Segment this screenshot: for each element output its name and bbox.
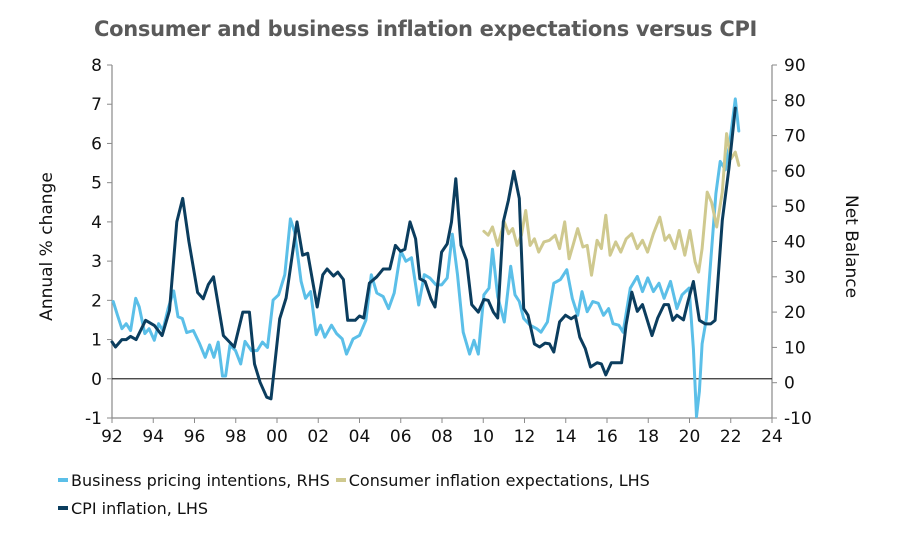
legend-swatch-cpi (58, 506, 68, 510)
series-line-business-pricing-intentions (111, 97, 741, 419)
x-tick-label: 14 (555, 427, 577, 447)
y2-tick-label: 60 (784, 162, 806, 182)
legend-swatch-consumer (335, 478, 346, 482)
y2-tick-label: 0 (784, 374, 795, 394)
series-line-cpi-inflation (110, 106, 737, 401)
y-tick-label: 7 (91, 95, 102, 115)
y-tick-label: 1 (91, 331, 102, 351)
legend-label-consumer: Consumer inflation expectations, LHS (348, 470, 650, 490)
y2-tick-label: 80 (784, 91, 806, 111)
y2-tick-label: 70 (784, 127, 806, 147)
x-tick-label: 16 (596, 427, 618, 447)
x-tick-label: 20 (679, 427, 701, 447)
chart-title: Consumer and business inflation expectat… (94, 17, 758, 41)
y2-tick-label: 30 (784, 268, 806, 288)
legend-swatch-business (58, 478, 68, 482)
y2-tick-label: 50 (784, 197, 806, 217)
y-tick-label: 5 (91, 174, 102, 194)
x-tick-label: 24 (761, 427, 783, 447)
x-tick-label: 98 (225, 427, 247, 447)
x-tick-label: 96 (184, 427, 206, 447)
legend-item-cpi: CPI inflation, LHS (58, 499, 208, 518)
legend-item-business: Business pricing intentions, RHS (58, 471, 330, 490)
x-tick-label: 08 (431, 427, 453, 447)
x-tick-label: 18 (637, 427, 659, 447)
y-tick-label: -1 (85, 409, 102, 429)
y-tick-label: 6 (91, 134, 102, 154)
legend-row-1: Business pricing intentions, RHS Consume… (58, 466, 656, 494)
y-tick-label: 8 (91, 56, 102, 76)
y-tick-label: 3 (91, 252, 102, 272)
legend-row-2: CPI inflation, LHS (58, 494, 656, 522)
y2-tick-label: 20 (784, 303, 806, 323)
y2-tick-label: 90 (784, 56, 806, 76)
y2-tick-label: 10 (784, 338, 806, 358)
x-tick-label: 00 (266, 427, 288, 447)
axes (107, 64, 777, 423)
legend-label-cpi: CPI inflation, LHS (71, 498, 209, 518)
series-line-consumer-inflation-expectations (482, 132, 741, 277)
x-tick-label: 12 (514, 427, 536, 447)
legend-label-business: Business pricing intentions, RHS (71, 470, 330, 490)
x-tick-label: 06 (390, 427, 412, 447)
x-tick-label: 04 (349, 427, 371, 447)
y-tick-label: 0 (91, 370, 102, 390)
y2-axis-title: Net Balance (841, 195, 861, 298)
x-tick-label: 10 (472, 427, 494, 447)
x-tick-label: 92 (101, 427, 123, 447)
legend: Business pricing intentions, RHS Consume… (58, 466, 656, 522)
series-layer (110, 97, 741, 419)
y-tick-label: 4 (91, 213, 102, 233)
y-axis-title: Annual % change (37, 172, 57, 321)
x-tick-label: 22 (720, 427, 742, 447)
y2-tick-label: 40 (784, 233, 806, 253)
x-tick-label: 94 (142, 427, 164, 447)
x-tick-label: 02 (307, 427, 329, 447)
y2-tick-label: -10 (784, 409, 812, 429)
legend-item-consumer: Consumer inflation expectations, LHS (335, 470, 650, 490)
y-tick-label: 2 (91, 291, 102, 311)
